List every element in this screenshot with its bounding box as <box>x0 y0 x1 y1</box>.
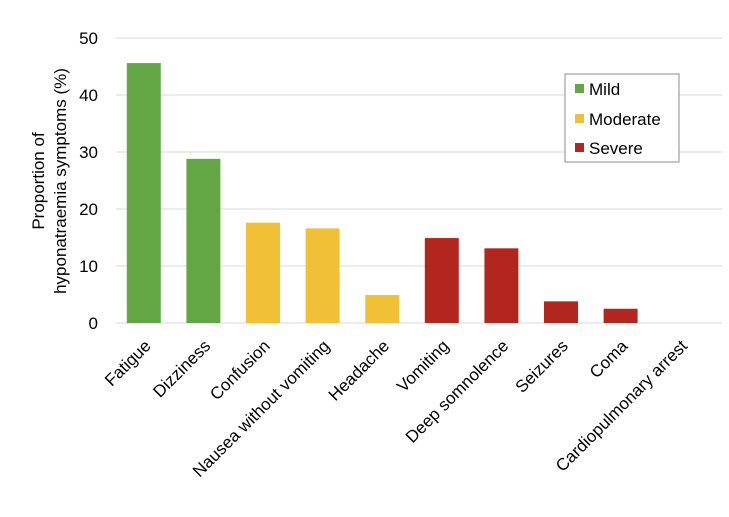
x-tick-label: Coma <box>586 336 632 382</box>
y-tick-label: 20 <box>79 200 98 219</box>
y-axis-title-2: hyponatraemia symptoms (%) <box>51 68 70 294</box>
bar-dizziness <box>186 158 221 323</box>
legend-swatch-mild <box>575 84 584 93</box>
bar-headache <box>365 295 400 323</box>
bar-seizures <box>544 301 578 323</box>
bar-deep-somnolence <box>484 248 519 323</box>
x-tick-label: Headache <box>325 336 393 404</box>
y-axis-title: Proportion of <box>29 132 48 230</box>
bar-fatigue <box>126 63 161 324</box>
bar-confusion <box>246 222 280 323</box>
y-axis-title-line-1: Proportion of <box>29 132 48 230</box>
y-tick-label: 50 <box>79 29 98 48</box>
y-tick-label: 0 <box>89 314 98 333</box>
legend-swatch-severe <box>575 143 584 152</box>
y-tick-labels: 0 10 20 30 40 50 <box>79 29 98 333</box>
bar-coma <box>603 308 638 323</box>
legend-label-severe: Severe <box>589 139 643 158</box>
x-tick-label: Deep somnolence <box>402 336 512 446</box>
x-tick-label: Fatigue <box>101 336 155 390</box>
legend-swatch-moderate <box>575 114 584 123</box>
y-tick-label: 30 <box>79 143 98 162</box>
bar-nausea-without-vomiting <box>305 228 340 323</box>
x-tick-label: Dizziness <box>149 336 214 401</box>
legend-label-mild: Mild <box>589 80 620 99</box>
legend: Mild Moderate Severe <box>564 73 680 163</box>
x-tick-label: Vomiting <box>393 336 453 396</box>
bar-vomiting <box>424 238 459 323</box>
y-tick-label: 10 <box>79 257 98 276</box>
x-tick-label: Seizures <box>512 336 572 396</box>
bars <box>126 63 638 324</box>
y-tick-label: 40 <box>79 86 98 105</box>
legend-label-moderate: Moderate <box>589 110 661 129</box>
y-axis-title-line-2: hyponatraemia symptoms (%) <box>51 68 70 294</box>
